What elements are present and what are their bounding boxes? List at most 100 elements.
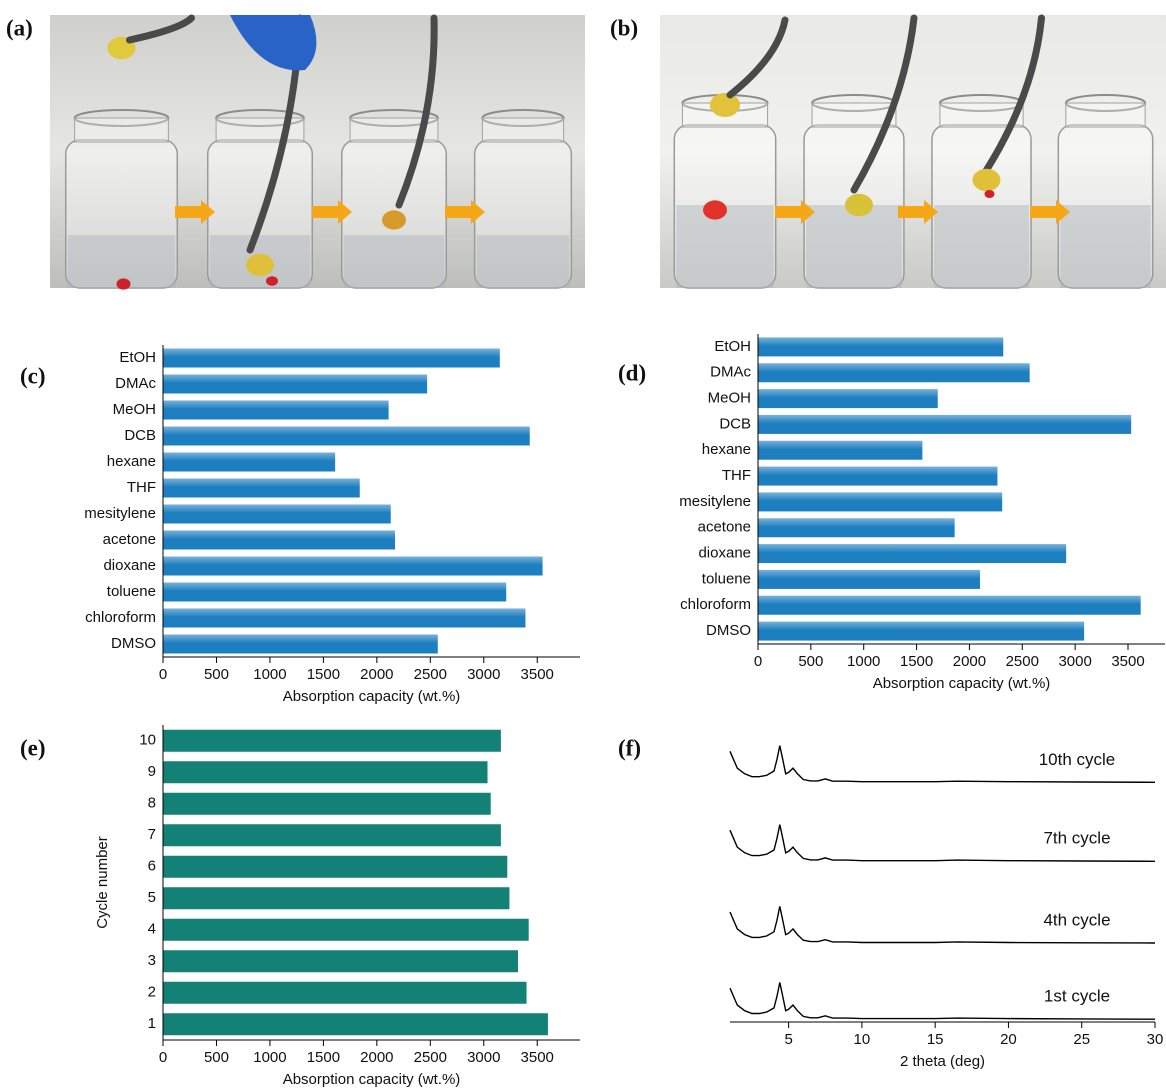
bar xyxy=(758,544,1066,563)
bar xyxy=(163,730,501,752)
bar xyxy=(758,467,997,486)
x-tick-label: 20 xyxy=(1000,1031,1017,1048)
x-tick-label: 2000 xyxy=(360,1049,393,1066)
bar xyxy=(163,479,360,498)
bar xyxy=(758,622,1084,641)
liquid xyxy=(477,235,570,288)
bar xyxy=(758,570,980,589)
bar xyxy=(163,531,395,550)
sample xyxy=(845,194,873,216)
x-tick-label: 3000 xyxy=(467,666,500,683)
bar xyxy=(163,950,518,972)
y-tick-label: mesitylene xyxy=(84,505,156,522)
bar xyxy=(163,793,491,815)
bar xyxy=(163,375,427,394)
x-tick-label: 3500 xyxy=(521,1049,554,1066)
y-tick-label: dioxane xyxy=(103,557,156,574)
bar xyxy=(758,337,1003,356)
sample xyxy=(973,169,1001,191)
x-tick-label: 1500 xyxy=(307,1049,340,1066)
jar-neck xyxy=(1066,103,1145,127)
bar xyxy=(163,919,529,941)
bar xyxy=(758,518,955,537)
bar xyxy=(163,583,506,602)
y-tick-label: THF xyxy=(722,467,751,484)
y-tick-label: DMSO xyxy=(706,622,751,639)
x-tick-label: 3500 xyxy=(521,666,554,683)
x-tick-label: 2000 xyxy=(360,666,393,683)
x-tick-label: 1500 xyxy=(900,653,933,670)
series-label: 4th cycle xyxy=(1043,911,1110,930)
x-tick-label: 2500 xyxy=(414,666,447,683)
y-tick-label: toluene xyxy=(107,583,156,600)
x-tick-label: 30 xyxy=(1147,1031,1164,1048)
bar xyxy=(163,982,527,1004)
y-tick-label: 10 xyxy=(139,732,156,749)
x-axis-title: 2 theta (deg) xyxy=(900,1053,985,1070)
bar xyxy=(758,492,1002,511)
x-tick-label: 0 xyxy=(754,653,762,670)
x-tick-label: 2500 xyxy=(414,1049,447,1066)
x-axis-title: Absorption capacity (wt.%) xyxy=(283,688,461,705)
x-tick-label: 3500 xyxy=(1111,653,1144,670)
series-label: 7th cycle xyxy=(1043,829,1110,848)
y-tick-label: hexane xyxy=(107,453,156,470)
y-tick-label: 9 xyxy=(148,763,156,780)
x-tick-label: 0 xyxy=(159,1049,167,1066)
x-axis-title: Absorption capacity (wt.%) xyxy=(873,675,1051,692)
panel-label: (e) xyxy=(20,735,46,760)
x-tick-label: 15 xyxy=(927,1031,944,1048)
bar xyxy=(163,824,501,846)
y-tick-label: dioxane xyxy=(698,545,751,562)
y-tick-label: 1 xyxy=(148,1015,156,1032)
y-tick-label: acetone xyxy=(698,519,751,536)
panel-label: (d) xyxy=(618,360,646,385)
y-tick-label: chloroform xyxy=(85,609,156,626)
bar xyxy=(758,596,1141,615)
x-tick-label: 25 xyxy=(1073,1031,1090,1048)
y-tick-label: 8 xyxy=(148,795,156,812)
x-tick-label: 5 xyxy=(784,1031,792,1048)
sample xyxy=(246,254,274,276)
y-tick-label: 7 xyxy=(148,826,156,843)
bar xyxy=(163,401,389,420)
y-tick-label: EtOH xyxy=(119,349,156,366)
jar-neck xyxy=(482,118,563,142)
liquid xyxy=(806,205,902,288)
bar xyxy=(163,887,509,909)
liquid xyxy=(676,205,773,288)
x-tick-label: 1500 xyxy=(307,666,340,683)
y-tick-label: 5 xyxy=(148,889,156,906)
sample xyxy=(985,190,995,198)
y-tick-label: DMAc xyxy=(115,375,156,392)
bar xyxy=(163,856,507,878)
sample xyxy=(710,93,740,117)
x-tick-label: 500 xyxy=(204,666,229,683)
bar xyxy=(163,1013,548,1035)
y-tick-label: MeOH xyxy=(708,390,751,407)
figure: (a) (b) (c)EtOHDMAcMeOHDCBhexaneTHFmesit… xyxy=(0,0,1166,1088)
bar xyxy=(163,761,488,783)
x-tick-label: 3000 xyxy=(1058,653,1091,670)
bar xyxy=(163,427,530,446)
sample xyxy=(382,210,406,229)
sample xyxy=(117,278,131,289)
sample xyxy=(703,200,727,219)
y-tick-label: hexane xyxy=(702,441,751,458)
x-tick-label: 1000 xyxy=(253,666,286,683)
x-tick-label: 500 xyxy=(204,1049,229,1066)
x-tick-label: 1000 xyxy=(253,1049,286,1066)
y-tick-label: DCB xyxy=(719,415,751,432)
y-tick-label: 6 xyxy=(148,858,156,875)
bar xyxy=(163,557,543,576)
y-tick-label: chloroform xyxy=(680,596,751,613)
bar xyxy=(163,453,335,472)
series-label: 1st cycle xyxy=(1044,987,1110,1006)
x-tick-label: 0 xyxy=(159,666,167,683)
bar xyxy=(758,389,938,408)
panel-label: (a) xyxy=(6,15,33,40)
liquid xyxy=(1060,205,1150,288)
y-tick-label: mesitylene xyxy=(679,493,751,510)
bar xyxy=(163,349,500,368)
y-axis-title: Cycle number xyxy=(94,836,111,929)
